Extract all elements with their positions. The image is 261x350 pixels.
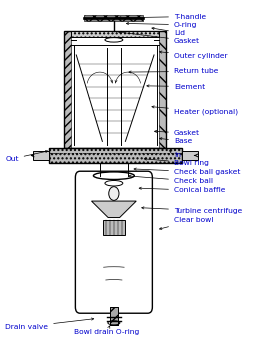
Text: Return tube: Return tube (129, 68, 218, 75)
Bar (64, 31, 71, 148)
Text: Bowl drain O-ring: Bowl drain O-ring (74, 326, 139, 335)
Text: O-ring: O-ring (126, 22, 197, 28)
Text: Gasket: Gasket (155, 130, 200, 136)
Text: Bowl ring: Bowl ring (144, 158, 209, 166)
Bar (71, 31, 159, 37)
Bar (33, 151, 49, 160)
Text: Heater (optional): Heater (optional) (152, 106, 238, 115)
Text: Gasket: Gasket (119, 31, 200, 43)
Bar (71, 31, 159, 37)
Text: Out: Out (5, 150, 48, 162)
Circle shape (109, 187, 119, 201)
Text: Outer cylinder: Outer cylinder (160, 51, 228, 59)
Polygon shape (92, 201, 136, 218)
Bar (49, 148, 182, 163)
Text: Check ball: Check ball (129, 175, 213, 184)
Bar (49, 148, 182, 163)
Text: Lid: Lid (152, 27, 185, 36)
Bar (85, 15, 143, 21)
Bar (64, 31, 166, 148)
Text: T-handle: T-handle (119, 14, 206, 20)
Bar (110, 307, 118, 325)
Text: Base: Base (160, 138, 192, 145)
Bar (182, 151, 198, 160)
Text: Drain valve: Drain valve (5, 318, 94, 330)
Text: Clear bowl: Clear bowl (159, 217, 213, 230)
Text: In: In (170, 151, 181, 158)
Text: Turbine centrifuge: Turbine centrifuge (142, 207, 242, 214)
Text: Conical baffle: Conical baffle (139, 187, 225, 194)
Bar (103, 220, 125, 235)
Bar (159, 31, 166, 148)
Bar (110, 307, 118, 325)
Text: Check ball gasket: Check ball gasket (134, 168, 240, 175)
Text: Element: Element (147, 84, 205, 90)
